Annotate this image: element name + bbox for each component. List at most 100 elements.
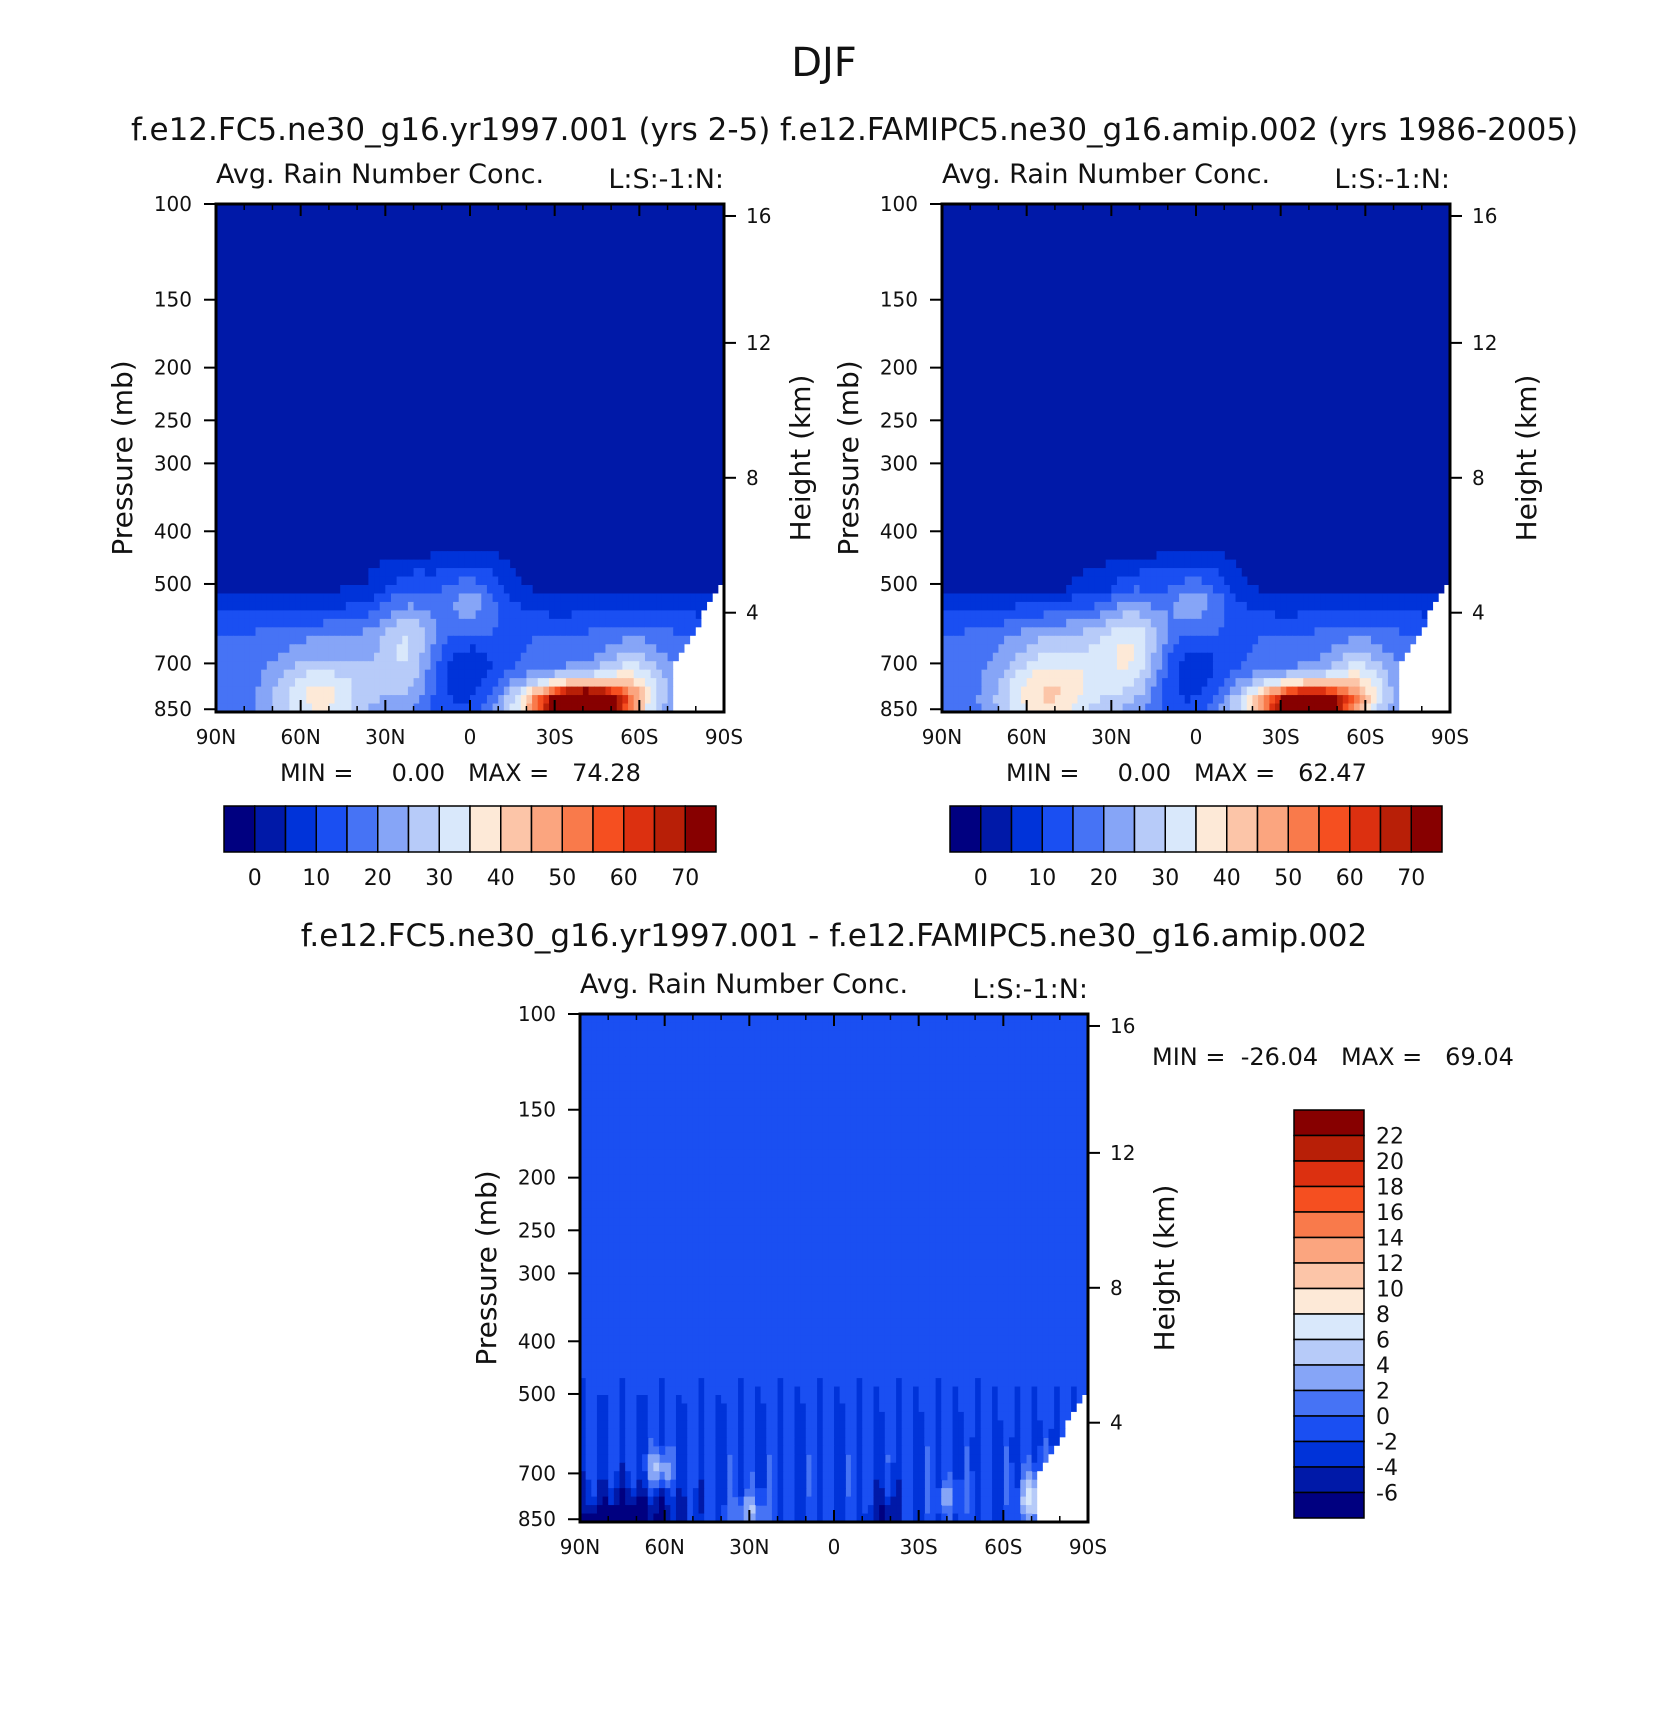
field-cell: [667, 686, 674, 696]
field-cell: [788, 1047, 796, 1057]
field-cell: [667, 703, 674, 712]
field-cell: [413, 585, 420, 595]
field-cell: [543, 703, 550, 712]
field-cell: [907, 1174, 914, 1184]
field-cell: [845, 1115, 852, 1125]
field-cell: [805, 1039, 813, 1049]
field-cell: [805, 1030, 813, 1040]
field-cell: [698, 1073, 705, 1083]
field-cell: [986, 1022, 993, 1032]
field-cell: [340, 686, 347, 696]
field-cell: [599, 661, 607, 671]
field-mask-cell: [1444, 601, 1450, 611]
field-cell: [890, 1166, 897, 1176]
field-cell: [1042, 1124, 1050, 1134]
field-cell: [585, 1081, 592, 1091]
field-cell: [464, 559, 471, 569]
colorbar-box: [1318, 805, 1351, 853]
field-cell: [1359, 686, 1366, 696]
field-cell: [1122, 610, 1129, 620]
field-cell: [805, 1149, 813, 1159]
field-cell: [498, 576, 505, 586]
field-cell: [1025, 1183, 1033, 1193]
field-cell: [453, 627, 460, 637]
field-cell: [1008, 1149, 1016, 1159]
field-cell: [1116, 576, 1124, 586]
field-cell: [1015, 703, 1022, 712]
field-cell: [608, 1039, 615, 1049]
field-cell: [743, 1030, 750, 1040]
field-cell: [611, 601, 618, 611]
field-cell: [407, 618, 415, 628]
field-cell: [526, 703, 533, 712]
field-cell: [1088, 627, 1095, 637]
field-cell: [687, 1039, 694, 1049]
field-cell: [1314, 618, 1321, 628]
field-cell: [1020, 1030, 1027, 1040]
field-mask-cell: [1427, 635, 1434, 645]
field-cell: [896, 1064, 903, 1074]
field-cell: [1003, 1030, 1010, 1040]
field-cell: [1179, 568, 1186, 578]
field-cell: [1060, 686, 1067, 696]
field-cell: [582, 661, 590, 671]
field-cell: [582, 627, 590, 637]
field-cell: [602, 1183, 609, 1193]
field-cell: [464, 686, 471, 696]
field-cell: [385, 593, 392, 603]
field-cell: [526, 695, 533, 705]
field-cell: [351, 703, 358, 712]
y-tick-label: 150: [154, 288, 192, 312]
field-cell: [952, 1174, 959, 1184]
field-cell: [704, 1073, 711, 1083]
field-cell: [1008, 1191, 1016, 1201]
field-cell: [964, 627, 971, 637]
field-cell: [1393, 661, 1400, 671]
field-cell: [659, 1200, 666, 1210]
field-cell: [1100, 593, 1107, 603]
field-cell: [766, 1030, 773, 1040]
field-cell: [1082, 1166, 1088, 1176]
field-cell: [503, 568, 511, 578]
field-cell: [856, 1149, 863, 1159]
field-cell: [481, 576, 488, 586]
field-cell: [918, 1149, 925, 1159]
field-cell: [486, 576, 494, 586]
field-cell: [1314, 678, 1321, 688]
field-cell: [577, 610, 584, 620]
field-cell: [1275, 601, 1282, 611]
field-cell: [436, 678, 443, 688]
field-cell: [650, 703, 657, 712]
field-cell: [1269, 695, 1276, 705]
field-cell: [788, 1183, 796, 1193]
field-cell: [845, 1098, 852, 1108]
field-cell: [805, 1157, 813, 1167]
field-cell: [1003, 1107, 1010, 1117]
field-cell: [664, 1115, 671, 1125]
field-cell: [644, 635, 652, 645]
field-cell: [834, 1064, 841, 1074]
field-cell: [1325, 669, 1333, 679]
field-cell: [549, 601, 556, 611]
field-cell: [986, 1132, 993, 1142]
field-mask-cell: [695, 627, 703, 637]
field-cell: [1020, 1141, 1027, 1151]
field-cell: [498, 610, 505, 620]
field-cell: [357, 669, 364, 679]
field-cell: [1252, 618, 1259, 628]
field-cell: [633, 661, 640, 671]
field-cell: [396, 703, 403, 712]
field-cell: [1021, 644, 1028, 654]
field-cell: [929, 1191, 937, 1201]
field-cell: [300, 618, 307, 628]
field-cell: [986, 1191, 993, 1201]
field-cell: [289, 661, 296, 671]
field-mask-cell: [1404, 652, 1412, 662]
field-mask-cell: [1416, 669, 1423, 679]
field-cell: [311, 627, 319, 637]
field-cell: [1014, 1090, 1021, 1100]
field-cell: [1076, 1073, 1083, 1083]
field-cell: [980, 1183, 987, 1193]
field-cell: [278, 703, 285, 712]
